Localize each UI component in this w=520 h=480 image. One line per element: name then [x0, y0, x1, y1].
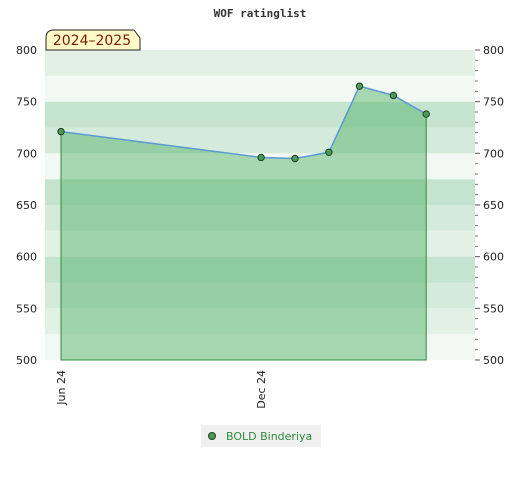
x-tick-label: Dec 24 [255, 370, 268, 409]
y-tick-label-right: 750 [483, 96, 504, 109]
data-point[interactable] [291, 154, 299, 163]
x-tick-label: Jun 24 [55, 370, 68, 406]
y-tick-label-left: 500 [16, 354, 37, 367]
y-tick-label-left: 650 [16, 199, 37, 212]
background-band [45, 308, 475, 335]
background-band [45, 282, 475, 309]
y-tick-label-right: 700 [483, 147, 504, 160]
background-band [45, 127, 475, 154]
season-badge: 2024–2025 [45, 29, 141, 51]
data-point[interactable] [325, 148, 333, 157]
data-point[interactable] [57, 127, 65, 136]
y-tick-label-left: 550 [16, 302, 37, 315]
background-band [45, 179, 475, 205]
y-tick-label-right: 650 [483, 199, 504, 212]
y-tick-label-right: 800 [483, 44, 504, 57]
season-label: 2024–2025 [53, 33, 131, 49]
points-layer [57, 82, 430, 163]
background-band [45, 334, 475, 360]
background-band [45, 256, 475, 283]
background-band [45, 101, 475, 128]
data-point[interactable] [257, 153, 265, 162]
data-point[interactable] [355, 82, 364, 90]
background-band [45, 230, 475, 257]
season-badge-box [45, 29, 141, 51]
data-point[interactable] [422, 110, 430, 118]
chart-title: WOF ratinglist [214, 7, 307, 20]
y-tick-label-left: 600 [16, 251, 37, 264]
legend-marker-icon [208, 432, 216, 440]
y-tick-label-left: 700 [16, 147, 37, 160]
background-band [45, 205, 475, 231]
axes: 500 500 550 550 600 600 650 650 700 700 750 750 800 8… [16, 44, 504, 409]
y-tick-label-left: 750 [16, 96, 37, 109]
background-bands [45, 50, 475, 360]
background-band [45, 50, 475, 76]
background-band [45, 75, 475, 102]
legend-label: BOLD Binderiya [226, 430, 312, 443]
y-tick-label-right: 550 [483, 302, 504, 315]
y-tick-label-left: 800 [16, 44, 37, 57]
legend-box [201, 425, 321, 447]
data-point[interactable] [389, 91, 398, 100]
legend[interactable]: BOLD Binderiya [201, 425, 321, 447]
y-tick-label-right: 500 [483, 354, 504, 367]
y-tick-label-right: 600 [483, 251, 504, 264]
